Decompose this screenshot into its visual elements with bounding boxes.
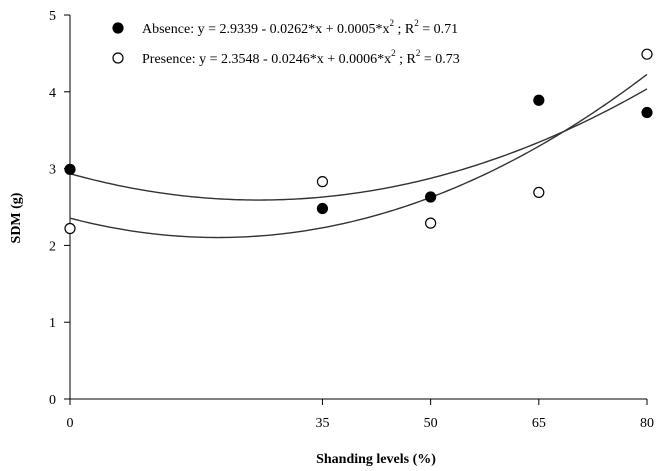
y-axis-title: SDM (g) — [9, 192, 24, 243]
fit-curve-presence — [70, 74, 647, 237]
y-tick-label: 1 — [49, 316, 56, 331]
point-presence — [317, 177, 327, 187]
legend-r2-prefix-presence: ; R — [396, 52, 417, 67]
point-presence — [534, 187, 544, 197]
legend-r2-value-presence: = 0.73 — [420, 52, 459, 67]
x-tick-label: 0 — [67, 416, 74, 431]
legend-name-absence: Absence — [142, 22, 190, 37]
legend-entry-absence: Absence: y = 2.9339 - 0.0262*x + 0.0005*… — [142, 18, 458, 37]
legend-marker-presence — [113, 53, 123, 63]
point-absence — [65, 164, 75, 174]
point-presence — [65, 224, 75, 234]
y-tick-label: 4 — [49, 86, 56, 101]
point-absence — [426, 192, 436, 202]
x-tick-label: 50 — [424, 416, 438, 431]
legend-r2-prefix-absence: ; R — [394, 22, 415, 37]
point-absence — [534, 95, 544, 105]
point-absence — [317, 204, 327, 214]
legend-entry-presence: Presence: y = 2.3548 - 0.0246*x + 0.0006… — [142, 48, 460, 67]
legend: Absence: y = 2.9339 - 0.0262*x + 0.0005*… — [113, 18, 460, 67]
fit-curves — [70, 74, 647, 237]
point-presence — [426, 218, 436, 228]
y-tick-label: 2 — [49, 239, 56, 254]
x-tick-label: 35 — [315, 416, 329, 431]
y-tick-label: 3 — [49, 163, 56, 178]
point-presence — [642, 49, 652, 59]
legend-r2-value-absence: = 0.71 — [419, 22, 458, 37]
legend-marker-absence — [113, 23, 123, 33]
y-ticks: 0 1 2 3 4 5 — [49, 9, 70, 408]
y-tick-label: 5 — [49, 9, 56, 24]
point-absence — [642, 108, 652, 118]
fit-curve-absence — [70, 89, 647, 200]
y-tick-label: 0 — [49, 393, 56, 408]
legend-equation-presence: : y = 2.3548 - 0.0246*x + 0.0006*x — [192, 52, 391, 67]
legend-equation-absence: : y = 2.9339 - 0.0262*x + 0.0005*x — [190, 22, 389, 37]
x-tick-label: 80 — [640, 416, 654, 431]
x-axis-title: Shanding levels (%) — [316, 452, 436, 467]
legend-name-presence: Presence — [142, 52, 192, 67]
x-tick-label: 65 — [532, 416, 546, 431]
axes — [70, 15, 647, 399]
data-points — [65, 49, 652, 233]
x-ticks: 0 35 50 65 80 — [67, 399, 655, 431]
